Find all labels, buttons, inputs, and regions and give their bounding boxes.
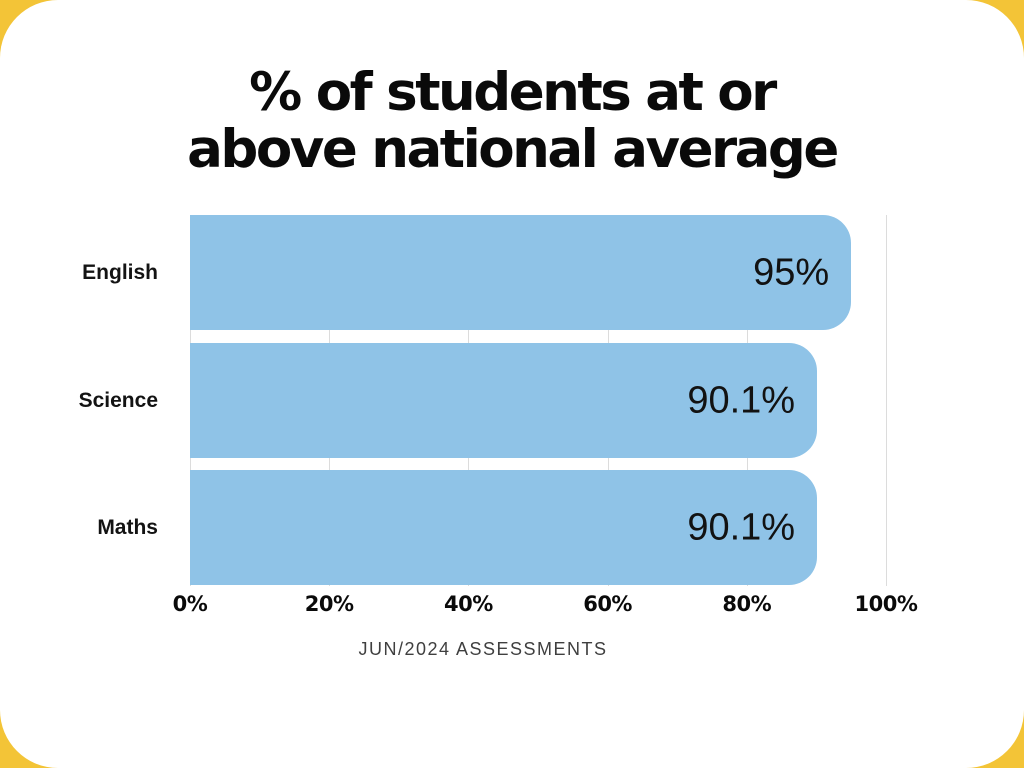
- category-axis: English Science Maths: [0, 215, 174, 586]
- chart-title: % of students at or above national averag…: [0, 64, 1024, 178]
- bar-english: 95%: [190, 215, 852, 330]
- bar-row: 90.1%: [190, 470, 886, 585]
- bar-row: 90.1%: [190, 343, 886, 458]
- x-tick-label: 60%: [583, 592, 632, 616]
- x-tick-label: 40%: [444, 592, 493, 616]
- bar-value-label: 95%: [753, 251, 830, 293]
- bar-maths: 90.1%: [190, 470, 818, 585]
- x-tick-label: 20%: [304, 592, 354, 616]
- x-tick-label: 80%: [722, 592, 772, 616]
- bar-row: 95%: [190, 215, 886, 330]
- gridline: [886, 215, 887, 586]
- chart-title-line-1: % of students at or: [249, 62, 777, 123]
- category-label-science: Science: [78, 388, 158, 412]
- category-label-english: English: [82, 260, 158, 284]
- value-axis: 0% 20% 40% 60% 80% 100%: [173, 592, 918, 622]
- chart-title-line-2: above national average: [187, 119, 839, 180]
- bar-science: 90.1%: [190, 343, 818, 458]
- x-tick-label: 100%: [854, 592, 918, 616]
- chart-footer: JUN/2024 ASSESSMENTS: [358, 639, 608, 659]
- bar-value-label: 90.1%: [687, 506, 796, 548]
- bar-value-label: 90.1%: [687, 379, 796, 421]
- plot-area: 95% 90.1% 90.1%: [190, 215, 887, 586]
- x-tick-label: 0%: [172, 592, 208, 616]
- category-label-maths: Maths: [97, 515, 158, 539]
